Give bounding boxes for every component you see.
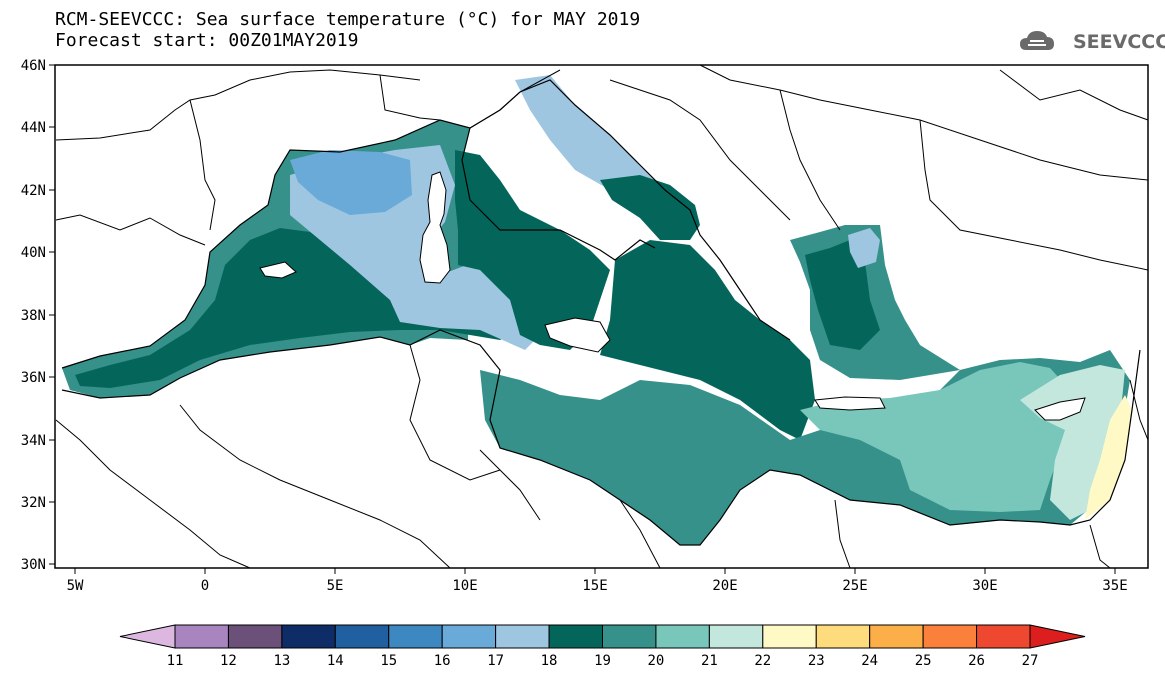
map-title: RCM-SEEVCCC: Sea surface temperature (°C…: [55, 9, 641, 30]
colorbar-swatch: [548, 624, 603, 649]
map-frame: [54, 64, 1149, 569]
colorbar-tick-label: 16: [434, 653, 451, 669]
lon-label: 25E: [842, 578, 867, 594]
colorbar-tick-label: 24: [861, 653, 878, 669]
colorbar-tick-label: 25: [915, 653, 932, 669]
lon-label: 5E: [327, 578, 344, 594]
colorbar-tick-label: 23: [808, 653, 825, 669]
coastlines: [61, 79, 1141, 546]
colorbar-swatch: [495, 624, 550, 649]
colorbar-tick-label: 18: [541, 653, 558, 669]
lon-label: 30E: [972, 578, 997, 594]
balearic-land: [259, 261, 297, 279]
colorbar-tick-label: 17: [487, 653, 504, 669]
cyprus-land: [1034, 397, 1086, 421]
lon-label: 35E: [1102, 578, 1127, 594]
colorbar-tick-label: 22: [754, 653, 771, 669]
corsica-sardinia-land: [419, 171, 451, 284]
lon-label: 10E: [452, 578, 477, 594]
colorbar-swatch: [174, 624, 229, 649]
lat-label: 46N: [21, 58, 46, 74]
lon-label: 20E: [712, 578, 737, 594]
sst-region-west-17: [290, 150, 412, 215]
lat-label: 42N: [21, 183, 46, 199]
sst-region-levant-23: [1085, 395, 1132, 520]
colorbar-tick-label: 26: [968, 653, 985, 669]
colorbar-swatch: [388, 624, 443, 649]
longitude-axis: 5W 0 5E 10E 15E 20E 25E 30E 35E: [67, 568, 1128, 594]
colorbar-tick-label: 11: [167, 653, 184, 669]
colorbar: 11 12 13 14 15 16 17 18 19 20 21 22 23 24 25 26 27: [119, 624, 1086, 669]
lon-label: 0: [201, 578, 209, 594]
lat-label: 30N: [21, 557, 46, 573]
logo-text: SEEVCCC: [1073, 31, 1165, 53]
sicily-land: [544, 317, 611, 353]
colorbar-swatch: [762, 624, 817, 649]
colorbar-swatch: [815, 624, 871, 649]
colorbar-tick-label: 13: [273, 653, 290, 669]
lon-label: 5W: [67, 578, 84, 594]
sst-region-adriatic-19: [600, 175, 700, 240]
colorbar-swatch: [441, 624, 497, 649]
colorbar-swatch: [976, 624, 1031, 649]
sst-region-aegean-19: [805, 240, 880, 350]
lat-label: 38N: [21, 308, 46, 324]
colorbar-swatch: [869, 624, 924, 649]
colorbar-tick-label: 14: [327, 653, 344, 669]
colorbar-tick-label: 19: [594, 653, 611, 669]
colorbar-tick-label: 12: [220, 653, 237, 669]
colorbar-tick-label: 27: [1022, 653, 1039, 669]
sst-region-tyrrhenian: [455, 150, 610, 350]
lat-label: 34N: [21, 433, 46, 449]
lat-label: 32N: [21, 495, 46, 511]
colorbar-swatch: [655, 624, 710, 649]
colorbar-swatch: [708, 624, 764, 649]
lat-label: 36N: [21, 370, 46, 386]
colorbar-max-triangle: [1029, 624, 1086, 649]
colorbar-swatch: [602, 624, 657, 649]
colorbar-tick-label: 21: [701, 653, 718, 669]
lat-label: 44N: [21, 120, 46, 136]
sst-region-ionian-19: [600, 240, 815, 440]
colorbar-swatch: [281, 624, 336, 649]
sst-field: [62, 75, 1132, 545]
colorbar-min-triangle: [119, 624, 176, 649]
lat-label: 40N: [21, 245, 46, 261]
colorbar-tick-label: 15: [380, 653, 397, 669]
cloud-icon: [1020, 31, 1054, 50]
colorbar-swatch: [922, 624, 978, 649]
lon-label: 15E: [582, 578, 607, 594]
forecast-start-label: Forecast start: 00Z01MAY2019: [55, 30, 359, 51]
crete-land: [814, 396, 886, 411]
colorbar-swatch: [227, 624, 283, 649]
latitude-axis: 46N 44N 42N 40N 38N 36N 34N 32N 30N: [21, 58, 55, 573]
sst-region-west-19: [75, 228, 520, 388]
sst-region-aegean-18: [848, 228, 880, 268]
colorbar-swatch: [334, 624, 390, 649]
colorbar-tick-label: 20: [648, 653, 665, 669]
